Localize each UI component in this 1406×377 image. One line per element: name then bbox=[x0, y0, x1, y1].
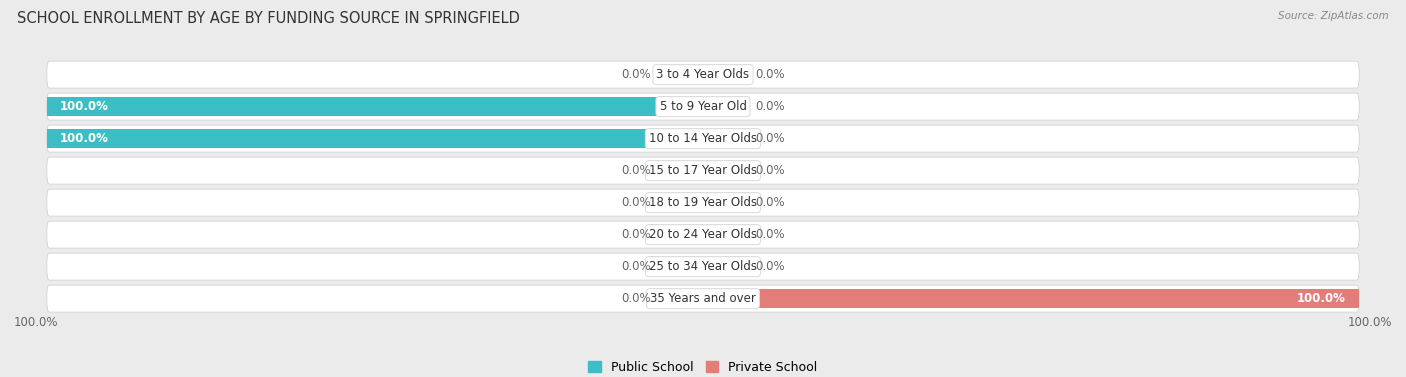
Text: 10 to 14 Year Olds: 10 to 14 Year Olds bbox=[650, 132, 756, 145]
Text: 100.0%: 100.0% bbox=[14, 316, 59, 329]
Text: 0.0%: 0.0% bbox=[755, 228, 785, 241]
Text: 0.0%: 0.0% bbox=[755, 260, 785, 273]
Text: 0.0%: 0.0% bbox=[621, 196, 651, 209]
Text: 3 to 4 Year Olds: 3 to 4 Year Olds bbox=[657, 68, 749, 81]
Bar bbox=[703, 161, 749, 180]
FancyBboxPatch shape bbox=[46, 189, 1360, 216]
Text: Source: ZipAtlas.com: Source: ZipAtlas.com bbox=[1278, 11, 1389, 21]
Bar bbox=[703, 193, 749, 212]
FancyBboxPatch shape bbox=[46, 125, 1360, 152]
Text: 0.0%: 0.0% bbox=[755, 100, 785, 113]
Text: 100.0%: 100.0% bbox=[60, 100, 108, 113]
Bar bbox=[703, 225, 749, 244]
FancyBboxPatch shape bbox=[46, 93, 1360, 120]
Text: 0.0%: 0.0% bbox=[755, 68, 785, 81]
Text: 0.0%: 0.0% bbox=[621, 68, 651, 81]
Text: 0.0%: 0.0% bbox=[621, 292, 651, 305]
Bar bbox=[703, 289, 1360, 308]
Text: 25 to 34 Year Olds: 25 to 34 Year Olds bbox=[650, 260, 756, 273]
Text: 15 to 17 Year Olds: 15 to 17 Year Olds bbox=[650, 164, 756, 177]
Text: 18 to 19 Year Olds: 18 to 19 Year Olds bbox=[650, 196, 756, 209]
Bar bbox=[703, 257, 749, 276]
Text: 5 to 9 Year Old: 5 to 9 Year Old bbox=[659, 100, 747, 113]
Text: 0.0%: 0.0% bbox=[755, 132, 785, 145]
Bar bbox=[657, 257, 703, 276]
Text: 0.0%: 0.0% bbox=[755, 164, 785, 177]
Bar bbox=[703, 97, 749, 116]
Bar bbox=[657, 225, 703, 244]
Text: 0.0%: 0.0% bbox=[621, 228, 651, 241]
Text: 0.0%: 0.0% bbox=[621, 260, 651, 273]
FancyBboxPatch shape bbox=[46, 285, 1360, 312]
FancyBboxPatch shape bbox=[46, 157, 1360, 184]
Bar bbox=[46, 129, 703, 148]
FancyBboxPatch shape bbox=[46, 61, 1360, 88]
FancyBboxPatch shape bbox=[46, 221, 1360, 248]
FancyBboxPatch shape bbox=[46, 253, 1360, 280]
Bar bbox=[703, 65, 749, 84]
Text: 100.0%: 100.0% bbox=[1298, 292, 1346, 305]
Text: 0.0%: 0.0% bbox=[755, 196, 785, 209]
Bar bbox=[657, 65, 703, 84]
Text: 0.0%: 0.0% bbox=[621, 164, 651, 177]
Bar bbox=[46, 97, 703, 116]
Legend: Public School, Private School: Public School, Private School bbox=[583, 356, 823, 377]
Bar bbox=[657, 289, 703, 308]
Bar bbox=[657, 193, 703, 212]
Text: 100.0%: 100.0% bbox=[1347, 316, 1392, 329]
Bar bbox=[657, 161, 703, 180]
Text: 35 Years and over: 35 Years and over bbox=[650, 292, 756, 305]
Bar bbox=[703, 129, 749, 148]
Text: 20 to 24 Year Olds: 20 to 24 Year Olds bbox=[650, 228, 756, 241]
Text: 100.0%: 100.0% bbox=[60, 132, 108, 145]
Text: SCHOOL ENROLLMENT BY AGE BY FUNDING SOURCE IN SPRINGFIELD: SCHOOL ENROLLMENT BY AGE BY FUNDING SOUR… bbox=[17, 11, 520, 26]
